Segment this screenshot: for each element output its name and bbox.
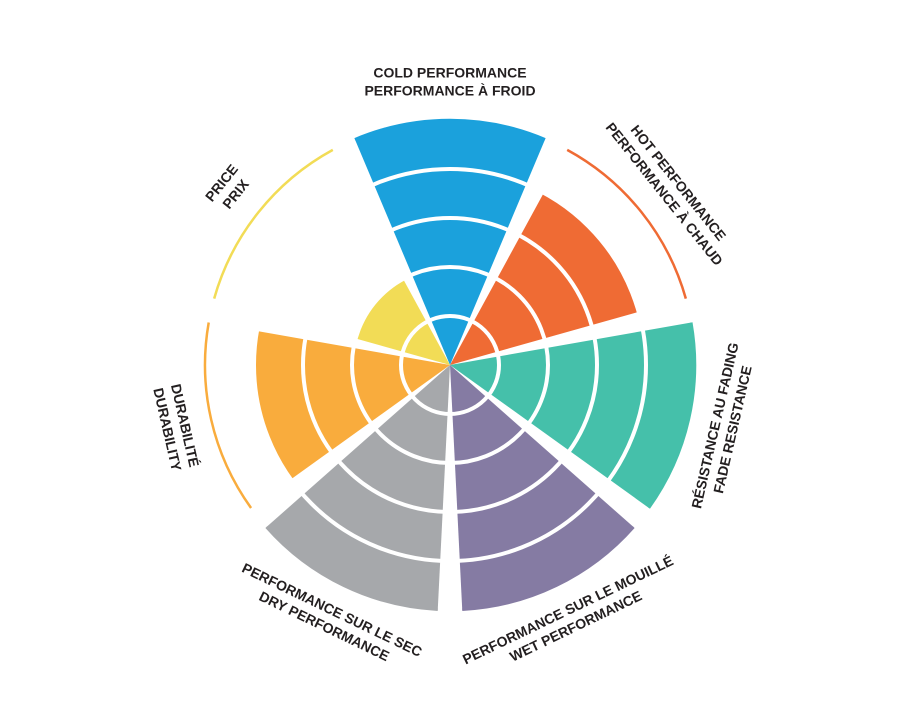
wedge — [266, 365, 450, 610]
category-label: PERFORMANCE À FROID — [364, 83, 535, 99]
wedge — [450, 365, 634, 610]
category-label: COLD PERFORMANCE — [373, 65, 526, 81]
grid-ring — [350, 265, 550, 465]
wedge — [355, 278, 450, 365]
category-label: HOT PERFORMANCE — [628, 122, 730, 244]
wedge — [450, 322, 695, 508]
grid-ring — [252, 167, 648, 563]
wedge — [354, 120, 546, 365]
scale-arc — [203, 322, 253, 509]
scale-arc — [212, 148, 334, 299]
scale-arc — [566, 148, 688, 299]
grid-ring — [399, 314, 501, 416]
grid-ring — [301, 216, 599, 514]
